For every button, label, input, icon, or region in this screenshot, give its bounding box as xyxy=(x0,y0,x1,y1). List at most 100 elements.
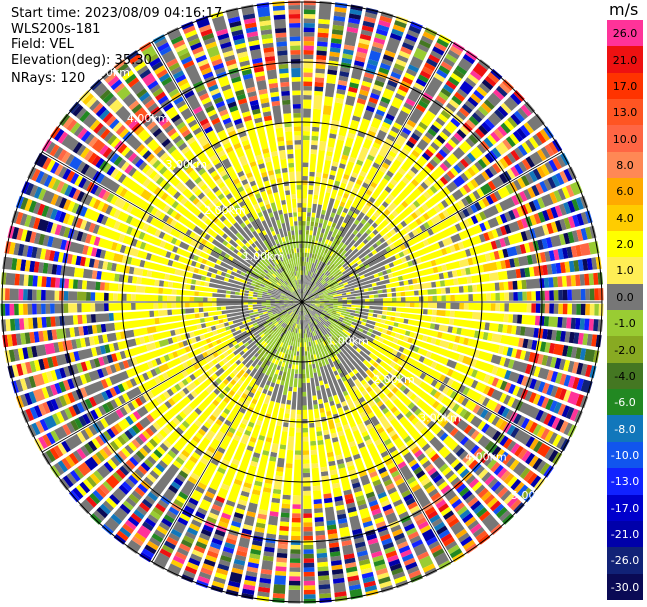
velocity-ray-segment xyxy=(90,449,163,525)
velocity-ray-segment xyxy=(348,4,363,20)
velocity-ray-segment xyxy=(484,127,527,164)
velocity-ray-segment xyxy=(22,347,29,360)
velocity-ray-segment xyxy=(478,124,489,136)
velocity-ray-segment xyxy=(373,386,434,456)
velocity-ray-segment xyxy=(324,88,395,245)
velocity-ray-segment xyxy=(368,499,393,546)
velocity-ray-segment xyxy=(302,185,438,302)
velocity-ray-segment xyxy=(310,305,577,438)
velocity-ray-segment xyxy=(55,302,302,366)
velocity-ray-segment xyxy=(229,20,242,28)
velocity-ray-segment xyxy=(14,273,47,287)
velocity-ray-segment xyxy=(453,462,464,472)
colorbar-label: 17.0 xyxy=(612,79,638,93)
velocity-ray-segment xyxy=(54,382,62,394)
velocity-ray-segment xyxy=(84,372,92,383)
range-label: 2.00km xyxy=(204,204,246,217)
velocity-ray-segment xyxy=(342,275,567,300)
velocity-ray-segment xyxy=(453,110,525,174)
velocity-ray-segment xyxy=(27,302,302,315)
velocity-ray-segment xyxy=(302,306,361,587)
velocity-ray-segment xyxy=(363,382,418,451)
velocity-ray-segment xyxy=(478,533,491,545)
velocity-ray-segment xyxy=(372,339,562,447)
velocity-ray-segment xyxy=(512,280,518,290)
velocity-ray-segment xyxy=(114,273,294,301)
velocity-ray-segment xyxy=(50,277,56,288)
velocity-ray-segment xyxy=(340,133,520,273)
velocity-ray-segment xyxy=(347,506,366,549)
velocity-ray-segment xyxy=(302,274,585,302)
velocity-ray-segment xyxy=(134,61,295,292)
velocity-ray-segment xyxy=(318,399,351,538)
velocity-ray-segment xyxy=(439,162,449,172)
velocity-ray-segment xyxy=(481,166,546,207)
velocity-ray-segment xyxy=(20,197,29,210)
velocity-ray-segment xyxy=(333,302,343,304)
velocity-ray-segment xyxy=(225,59,252,122)
velocity-ray-segment xyxy=(417,521,429,530)
velocity-ray-segment xyxy=(325,186,510,290)
velocity-ray-segment xyxy=(459,80,474,95)
velocity-ray-segment xyxy=(302,188,566,302)
velocity-ray-segment xyxy=(303,310,370,562)
velocity-ray-segment xyxy=(249,44,261,51)
velocity-ray-segment xyxy=(186,527,199,536)
velocity-ray-segment xyxy=(189,419,223,464)
velocity-ray-segment xyxy=(32,365,113,402)
velocity-ray-segment xyxy=(391,28,404,37)
velocity-ray-segment xyxy=(356,550,368,557)
velocity-ray-segment xyxy=(585,303,590,316)
velocity-ray-segment xyxy=(327,118,371,227)
velocity-ray-segment xyxy=(398,545,411,554)
velocity-ray-segment xyxy=(213,96,224,105)
velocity-ray-segment xyxy=(268,82,281,107)
velocity-ray-segment xyxy=(90,292,96,301)
velocity-ray-segment xyxy=(40,248,254,294)
velocity-ray-segment xyxy=(438,529,451,539)
velocity-ray-segment xyxy=(252,540,263,547)
velocity-ray-segment xyxy=(274,19,302,302)
velocity-ray-segment xyxy=(72,304,253,325)
velocity-ray-segment xyxy=(80,130,92,142)
velocity-ray-segment xyxy=(302,166,577,302)
velocity-ray-segment xyxy=(124,73,137,85)
velocity-ray-segment xyxy=(405,497,416,506)
velocity-ray-segment xyxy=(66,170,95,193)
velocity-ray-segment xyxy=(318,260,414,297)
velocity-ray-segment xyxy=(520,268,526,278)
velocity-ray-segment xyxy=(145,427,155,437)
velocity-ray-segment xyxy=(102,92,114,104)
velocity-ray-segment xyxy=(264,546,275,553)
velocity-ray-segment xyxy=(100,128,128,154)
velocity-ray-segment xyxy=(413,333,480,358)
velocity-ray-segment xyxy=(16,228,89,255)
velocity-ray-segment xyxy=(61,425,120,470)
velocity-ray-segment xyxy=(80,163,90,175)
velocity-ray-segment xyxy=(189,296,195,302)
velocity-ray-segment xyxy=(147,80,169,105)
velocity-ray-segment xyxy=(418,65,451,109)
velocity-ray-segment xyxy=(75,322,279,497)
velocity-ray-segment xyxy=(382,306,446,317)
colorbar-label: 13.0 xyxy=(612,106,638,120)
velocity-ray-segment xyxy=(491,446,502,457)
velocity-ray-segment xyxy=(554,387,563,399)
velocity-ray-segment xyxy=(302,302,603,332)
velocity-ray-segment xyxy=(59,302,303,491)
velocity-ray-segment xyxy=(182,306,301,579)
colorbar-level: -13.0 xyxy=(607,468,643,495)
velocity-ray-segment xyxy=(109,387,117,397)
velocity-ray-segment xyxy=(68,101,81,114)
velocity-ray-segment xyxy=(170,398,258,569)
velocity-ray-segment xyxy=(325,314,350,329)
velocity-ray-segment xyxy=(139,241,290,298)
velocity-ray-segment xyxy=(289,558,301,563)
velocity-ray-segment xyxy=(212,369,245,407)
velocity-ray-segment xyxy=(216,28,229,37)
velocity-ray-segment xyxy=(289,253,293,259)
velocity-ray-segment xyxy=(54,302,303,440)
velocity-ray-segment xyxy=(256,394,271,426)
velocity-ray-segment xyxy=(99,483,110,495)
velocity-ray-segment xyxy=(199,118,209,126)
